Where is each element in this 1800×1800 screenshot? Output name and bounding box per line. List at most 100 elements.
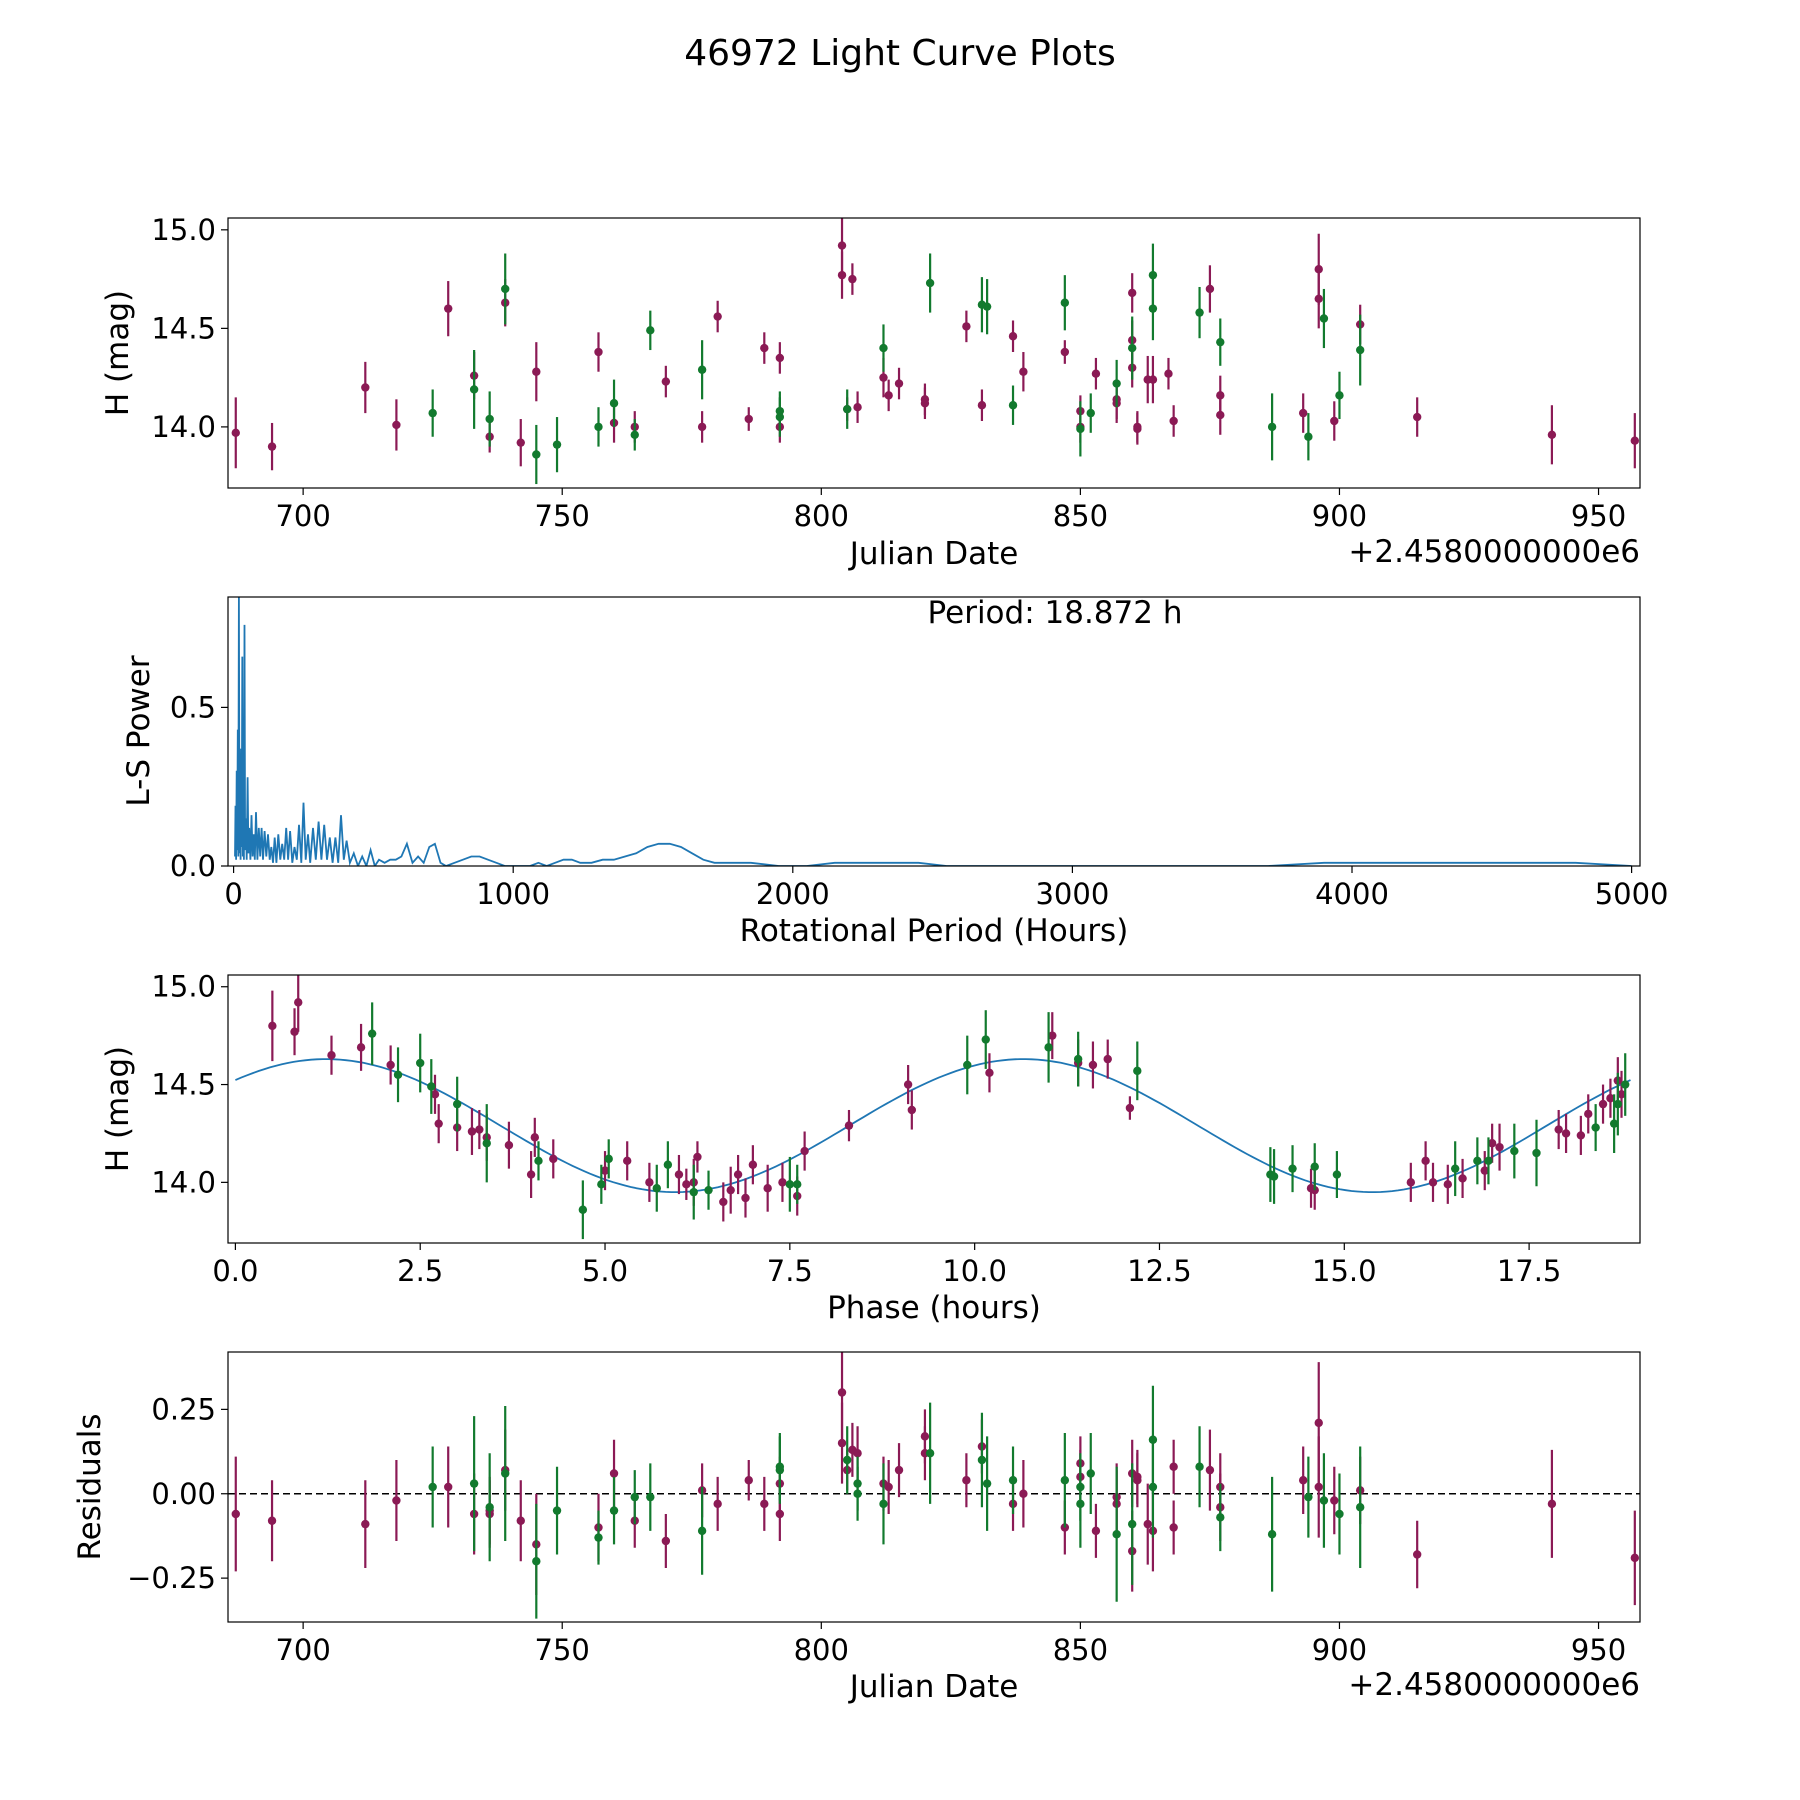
data-marker: [552, 440, 562, 449]
periodogram-ticks: 0 1000 2000 3000 4000 5000 0.0 0.5: [170, 690, 1669, 911]
periodogram-annotation: Period: 18.872 h: [928, 595, 1183, 631]
phased-xtick-label: 15.0: [1312, 1254, 1377, 1288]
phased-point-r: [294, 975, 303, 1032]
residuals-point-r: [1169, 1500, 1178, 1555]
lightcurve-point-g: [552, 417, 562, 473]
phased-point-g: [367, 1002, 377, 1065]
data-marker: [1195, 1462, 1204, 1471]
data-marker: [1532, 1148, 1541, 1158]
phased-point-g: [1332, 1151, 1342, 1199]
residuals-point-g: [1008, 1446, 1018, 1514]
data-marker: [785, 1180, 795, 1189]
phased-point-r: [623, 1141, 632, 1181]
residuals-point-g: [594, 1510, 603, 1565]
residuals-point-g: [532, 1503, 541, 1619]
phased-xtick-label: 12.5: [1127, 1254, 1192, 1288]
phased-point-r: [985, 1053, 994, 1093]
data-marker: [778, 1178, 787, 1187]
lightcurve-xtick-label: 850: [1053, 499, 1108, 533]
data-marker: [1591, 1123, 1600, 1132]
lightcurve-point-r: [977, 389, 987, 421]
data-marker: [1019, 367, 1028, 376]
data-marker: [1484, 1156, 1493, 1166]
residuals-point-r: [1412, 1520, 1422, 1589]
phased-point-r: [268, 990, 277, 1062]
residuals-point-g: [1195, 1426, 1204, 1508]
data-marker: [744, 414, 753, 424]
residuals-ylabel: Residuals: [72, 1413, 108, 1560]
residuals-point-r: [231, 1456, 240, 1572]
phased-ytick-label: 15.0: [151, 970, 216, 1004]
data-marker: [597, 1180, 606, 1189]
data-marker: [1088, 1060, 1098, 1070]
data-marker: [977, 401, 987, 410]
data-marker: [1332, 1170, 1342, 1179]
data-marker: [775, 1509, 785, 1519]
lightcurve-point-g: [501, 253, 510, 325]
data-marker: [1450, 1164, 1460, 1173]
data-marker: [925, 278, 935, 288]
residuals-point-r: [1630, 1510, 1640, 1606]
data-marker: [1103, 1054, 1112, 1064]
lightcurve-point-r: [1314, 269, 1323, 329]
data-marker: [1355, 1503, 1365, 1512]
data-marker: [327, 1051, 336, 1060]
data-marker: [853, 402, 862, 412]
phased-panel: 0.0 2.5 5.0 7.5 10.0 12.5 15.0 17.5 14.0 14.5 15.0…: [100, 970, 1641, 1326]
data-marker: [430, 1090, 440, 1099]
data-marker: [1510, 1146, 1519, 1156]
phased-point-g: [793, 1164, 802, 1204]
residuals-point-r: [744, 1460, 753, 1501]
residuals-point-g: [1086, 1433, 1095, 1514]
data-marker: [267, 1516, 277, 1525]
phased-xtick-label: 5.0: [582, 1254, 628, 1288]
phased-point-r: [1443, 1164, 1452, 1204]
phased-point-g: [1269, 1149, 1279, 1204]
phased-xtick-label: 7.5: [767, 1254, 813, 1288]
data-marker: [469, 385, 479, 394]
data-marker: [1473, 1156, 1482, 1166]
residuals-point-g: [428, 1446, 437, 1528]
data-marker: [844, 1121, 854, 1130]
data-marker: [1547, 1499, 1557, 1509]
phased-point-g: [427, 1059, 436, 1114]
data-marker: [1086, 408, 1095, 418]
residuals-point-r: [920, 1409, 930, 1464]
data-marker: [609, 1506, 619, 1515]
lightcurve-point-r: [848, 263, 857, 295]
data-marker: [1304, 432, 1313, 441]
lightcurve-point-g: [1355, 314, 1365, 386]
phased-xtick-label: 17.5: [1497, 1254, 1562, 1288]
data-marker: [294, 998, 303, 1007]
phased-point-r: [719, 1182, 728, 1222]
data-marker: [1621, 1080, 1630, 1089]
data-marker: [1561, 1129, 1571, 1138]
phased-point-g: [652, 1164, 661, 1212]
phased-point-g: [1044, 1012, 1053, 1083]
phased-point-g: [578, 1180, 588, 1240]
lightcurve-point-r: [853, 391, 862, 423]
phased-point-r: [1495, 1123, 1504, 1171]
data-marker: [1355, 345, 1365, 355]
residuals-xtick-label: 800: [794, 1633, 849, 1667]
lightcurve-point-r: [1547, 405, 1557, 465]
data-marker: [594, 1533, 603, 1542]
data-marker: [1019, 1489, 1028, 1498]
lightcurve-point-g: [697, 340, 707, 400]
residuals-frame: [227, 1351, 1641, 1623]
data-marker: [501, 284, 510, 294]
residuals-point-g: [1076, 1453, 1085, 1521]
periodogram-ytick-label: 0.0: [170, 849, 216, 883]
lightcurve-point-r: [962, 310, 971, 343]
phased-point-r: [693, 1141, 702, 1173]
data-marker: [1609, 1119, 1619, 1128]
phased-ticks: 0.0 2.5 5.0 7.5 10.0 12.5 15.0 17.5 14.0 14.5 15.0: [151, 970, 1561, 1288]
data-marker: [485, 414, 494, 424]
periodogram-xtick-label: 4000: [1315, 877, 1389, 911]
residuals-point-g: [1060, 1433, 1070, 1528]
phased-point-r: [504, 1121, 514, 1169]
data-marker: [1630, 1553, 1640, 1563]
lightcurve-point-r: [594, 332, 603, 372]
residuals-point-g: [1267, 1476, 1277, 1592]
data-marker: [392, 1496, 401, 1505]
